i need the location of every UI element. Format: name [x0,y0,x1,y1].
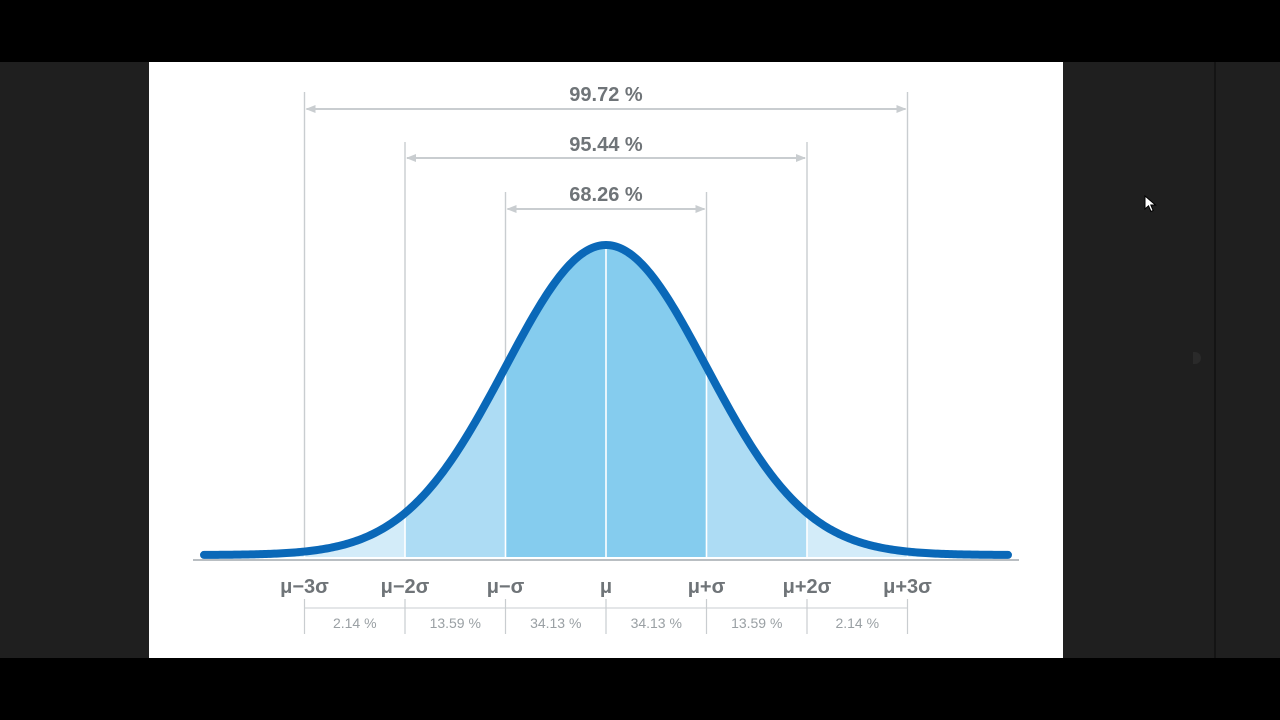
mouse-pointer-icon [1144,195,1157,213]
segment-percentage-2: 34.13 % [530,615,581,631]
segment-percentage-0: 2.14 % [333,615,377,631]
tick-label-0: μ−3σ [280,576,329,598]
sigma-guides [303,92,909,634]
axis-labels: μ−3σ μ−2σ μ−σ μ μ+σ μ+2σ μ+3σ 2.14 % 13.59 % 34.1… [280,576,932,631]
segment-percentage-1: 13.59 % [430,615,481,631]
tick-label-6: μ+3σ [883,576,932,598]
interval-arrows: 99.72 % 95.44 % 68.26 % [305,84,907,213]
tick-label-2: μ−σ [487,576,525,598]
interval-label-3: 68.26 % [569,184,643,206]
right-panel [1063,62,1280,658]
fill-segment-minus3-minus2 [304,513,405,557]
left-panel [0,62,149,658]
segment-percentage-4: 13.59 % [731,615,782,631]
segment-percentage-3: 34.13 % [631,615,682,631]
interval-label-2: 95.44 % [569,134,643,156]
normal-distribution-chart: 99.72 % 95.44 % 68.26 % μ−3σ μ−2σ μ−σ μ μ+σ μ+2… [193,84,1019,634]
panel-divider [1214,62,1216,658]
tick-label-5: μ+2σ [783,576,832,598]
segment-percentage-5: 2.14 % [835,615,879,631]
slide-canvas: 99.72 % 95.44 % 68.26 % μ−3σ μ−2σ μ−σ μ μ+σ μ+2… [149,62,1063,658]
fill-segment-minus1-0 [505,245,606,557]
tick-label-3: μ [600,576,612,598]
fill-segment-plus2-plus3 [807,513,908,557]
normal-curve [200,240,1012,559]
fill-segment-0-plus1 [606,245,707,557]
interval-label-1: 99.72 % [569,84,643,106]
bottom-letterbox [0,658,1280,720]
side-handle[interactable] [1193,352,1201,364]
top-letterbox [0,0,1280,62]
tick-label-1: μ−2σ [381,576,430,598]
tick-label-4: μ+σ [688,576,726,598]
